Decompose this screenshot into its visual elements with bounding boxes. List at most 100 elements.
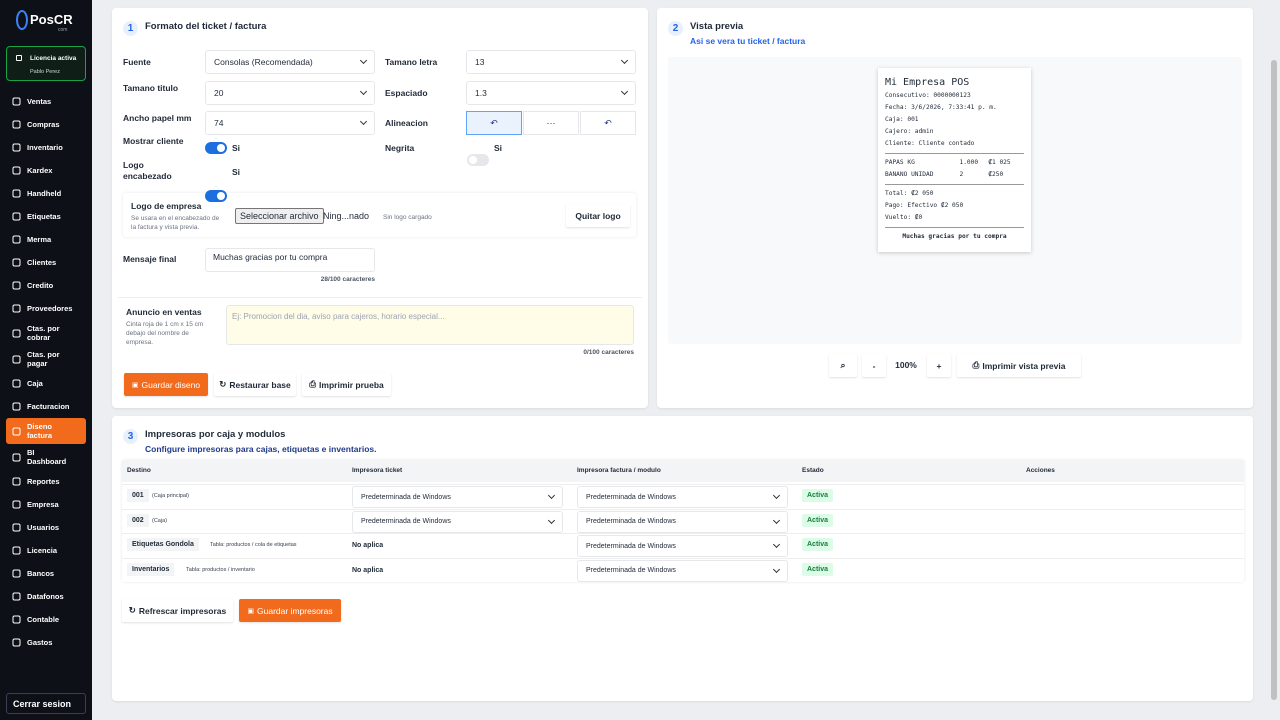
nav-item[interactable]: Etiquetas (6, 205, 86, 228)
field-label: Fuente (123, 57, 151, 67)
nav-item[interactable]: Contable (6, 608, 86, 631)
nav-item[interactable]: Kardex (6, 159, 86, 182)
toggle[interactable] (205, 190, 227, 202)
table-row: Etiquetas Gondola Tabla: productos / cola… (122, 533, 1244, 557)
select[interactable]: Predeterminada de Windows (577, 486, 788, 508)
logout-button[interactable]: Cerrar sesion (6, 693, 86, 714)
select[interactable]: Predeterminada de Windows (577, 535, 788, 557)
license-box: Licencia activa Pablo Perez (6, 46, 86, 81)
select[interactable]: Consolas (Recomendada) (205, 50, 375, 74)
align-button[interactable]: ↶ (580, 111, 636, 135)
save-printers-button[interactable]: ▣ Guardar impresoras (239, 599, 341, 622)
nav-label: Clientes (27, 258, 57, 267)
remove-logo-button[interactable]: Quitar logo (566, 204, 630, 227)
nav-item[interactable]: Caja (6, 372, 86, 395)
step-number: 1 (123, 21, 138, 36)
ticket-thanks: Muchas gracias por tu compra (902, 233, 1007, 240)
nav-item[interactable]: Compras (6, 113, 86, 136)
icon-shape (12, 304, 21, 313)
nav-icon (12, 402, 21, 411)
print-preview-button[interactable]: ⎙ Imprimir vista previa (957, 354, 1081, 377)
field-label: Tamano titulo (123, 83, 179, 93)
ticket-item: BANANO UNIDAD 2 ₡250 (885, 169, 1024, 181)
nav-item[interactable]: Empresa (6, 493, 86, 516)
ticket-line: Cliente: Cliente contado (885, 140, 975, 147)
zoom-in-button[interactable]: + (927, 354, 951, 377)
ticket-cell: BANANO UNIDAD (885, 171, 934, 178)
table-row: Inventarios Tabla: productos / inventario… (122, 557, 1244, 582)
nav-icon (12, 592, 21, 601)
ticket-cell: PAPAS KG (885, 159, 915, 166)
icon-shape (12, 281, 21, 290)
nav-item[interactable]: Credito (6, 274, 86, 297)
save-design-button[interactable]: ▣ Guardar diseno (124, 373, 208, 396)
select[interactable]: Predeterminada de Windows (577, 510, 788, 533)
select[interactable]: Predeterminada de Windows (352, 510, 563, 533)
nav-item[interactable]: Merma (6, 228, 86, 251)
nav-item[interactable]: Usuarios (6, 516, 86, 539)
nav-label: Gastos (27, 638, 53, 647)
select[interactable]: Predeterminada de Windows (352, 486, 563, 508)
toggle[interactable] (205, 142, 227, 154)
nav-item[interactable]: Ventas (6, 90, 86, 113)
nav-label: Caja (27, 379, 43, 388)
icon-shape (12, 477, 21, 486)
sidebar: PosCR com Licencia activa Pablo Perez Ve… (0, 0, 92, 720)
file-button[interactable]: Seleccionar archivo (235, 208, 324, 224)
nav-item[interactable]: Clientes (6, 251, 86, 274)
nav-item[interactable]: Ctas. por pagar (6, 346, 86, 372)
ticket-line: Cajero: admin (885, 128, 934, 135)
select-value: Predeterminada de Windows (361, 518, 451, 525)
nav-item[interactable]: Datafonos (6, 585, 86, 608)
nav-item[interactable]: Reportes (6, 470, 86, 493)
nav-label: Bancos (27, 569, 55, 578)
nav-item[interactable]: Ctas. por cobrar (6, 320, 86, 346)
scrollbar (1271, 60, 1277, 700)
ad-textarea[interactable]: Ej: Promocion del dia, aviso para cajero… (226, 305, 634, 345)
nav-item[interactable]: BI Dashboard (6, 444, 86, 470)
nav-item[interactable]: Licencia (6, 539, 86, 562)
table-row: 002 (Caja) Predeterminada de Windows Predet… (122, 508, 1244, 533)
select[interactable]: 13 (466, 50, 636, 74)
nav-item[interactable]: Proveedores (6, 297, 86, 320)
destination-code: Etiquetas Gondola (127, 538, 199, 551)
panel-title: Vista previa (690, 21, 744, 32)
select-value: 13 (475, 57, 485, 67)
nav-item[interactable]: Diseno factura (6, 418, 86, 444)
zoom-out-button[interactable]: - (862, 354, 886, 377)
nav-item[interactable]: Facturacion (6, 395, 86, 418)
button-label: Guardar diseno (141, 379, 201, 390)
select[interactable]: 1.3 (466, 81, 636, 105)
logo-box: Logo de empresa Se usara en el encabezad… (123, 193, 636, 237)
icon-shape (12, 143, 21, 152)
field-label: Espaciado (385, 88, 428, 98)
nav-label: BI Dashboard (27, 448, 67, 466)
ticket-cell: 2 (959, 171, 964, 178)
message-textarea[interactable]: Muchas gracias por tu compra (205, 248, 375, 272)
select[interactable]: 74 (205, 111, 375, 135)
restore-button[interactable]: ↻ Restaurar base (214, 373, 296, 396)
icon-shape (12, 97, 21, 106)
ticket: Mi Empresa POS Consecutivo: 0000000123 Fe… (878, 68, 1031, 252)
select[interactable]: 20 (205, 81, 375, 105)
nav-item[interactable]: Bancos (6, 562, 86, 585)
zoom-search-button[interactable]: ⌕ (829, 354, 857, 377)
column-header: Impresora factura / modulo (577, 467, 661, 474)
panel-title: Impresoras por caja y modulos (145, 429, 286, 440)
select[interactable]: Predeterminada de Windows (577, 559, 788, 582)
refresh-printers-button[interactable]: ↻ Refrescar impresoras (122, 599, 233, 622)
ad-label: Anuncio en ventas (126, 307, 202, 317)
print-test-button[interactable]: ⎙ Imprimir prueba (302, 373, 391, 396)
column-header: Impresora ticket (352, 467, 403, 474)
icon-shape (12, 453, 21, 461)
icon-shape (12, 523, 21, 532)
align-button[interactable]: ↶ (466, 111, 522, 135)
nav-item[interactable]: Handheld (6, 182, 86, 205)
button-label: Imprimir vista previa (982, 360, 1066, 371)
toggle[interactable] (467, 154, 489, 166)
nav-item[interactable]: Inventario (6, 136, 86, 159)
ticket-item: PAPAS KG 1.000 ₡1 025 (885, 157, 1024, 169)
nav-item[interactable]: Gastos (6, 631, 86, 654)
align-button[interactable]: ⋯ (523, 111, 579, 135)
printers-table: Destino Impresora ticket Impresora factura… (122, 460, 1244, 582)
